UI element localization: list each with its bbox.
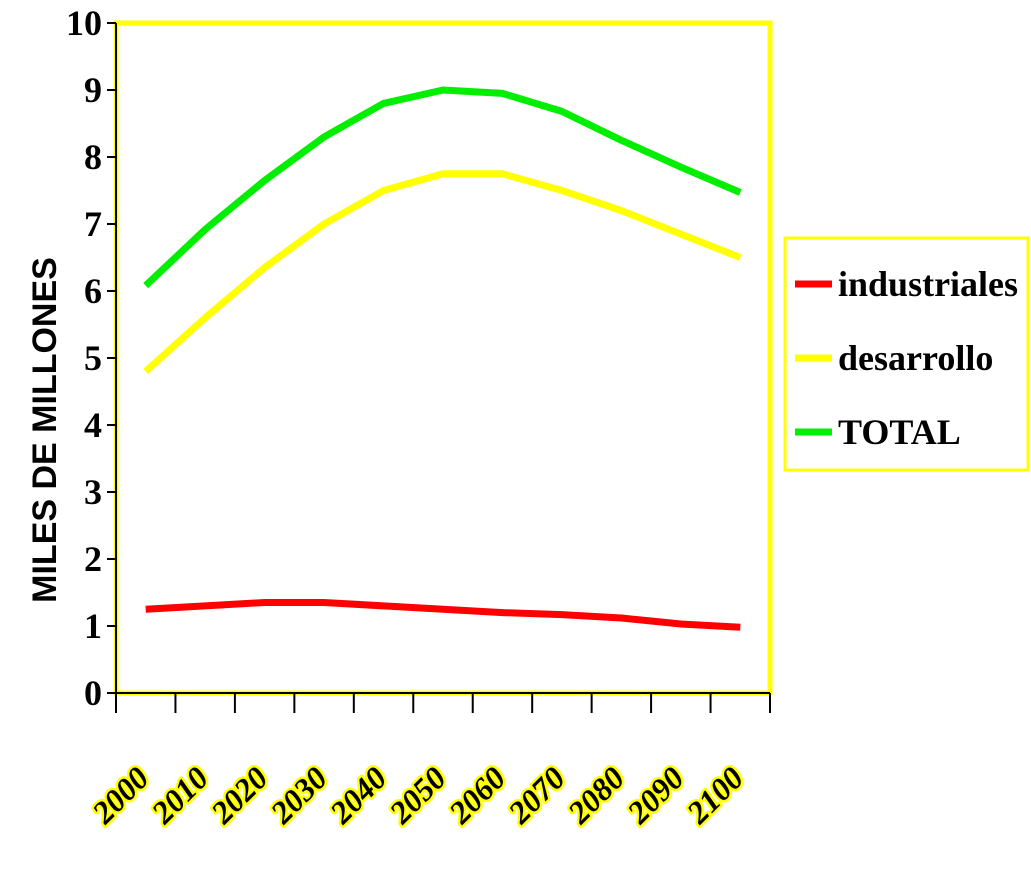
y-tick-label: 7 [84, 204, 102, 244]
y-tick-label: 1 [84, 606, 102, 646]
x-tick-label: 2010 [144, 759, 215, 830]
plot-border [113, 20, 773, 696]
y-tick-label: 4 [84, 405, 102, 445]
legend-label-industriales: industriales [838, 264, 1018, 304]
y-tick-label: 0 [84, 673, 102, 713]
x-axis: 2000201020202030204020502060207020802090… [82, 692, 771, 833]
y-tick-label: 2 [84, 539, 102, 579]
y-tick-label: 3 [84, 472, 102, 512]
x-tick-label: 2090 [619, 759, 690, 830]
y-tick-label: 8 [84, 137, 102, 177]
y-tick-label: 9 [84, 70, 102, 110]
legend-label-total: TOTAL [838, 412, 961, 452]
x-tick-label: 2100 [679, 759, 750, 830]
legend-label-desarrollo: desarrollo [838, 338, 993, 378]
x-tick-label: 2080 [560, 759, 631, 830]
x-tick-label: 2070 [500, 759, 571, 830]
y-tick-label: 6 [84, 271, 102, 311]
series-lines [143, 86, 742, 631]
series-line-desarrollo [143, 170, 742, 375]
series-line-total [143, 86, 742, 289]
x-tick-label: 2000 [84, 759, 155, 830]
y-axis: 0 1 2 3 4 5 6 7 8 9 10 [66, 3, 117, 713]
plot-area [113, 20, 773, 696]
y-axis-label: MILES DE MILLONES [26, 257, 64, 603]
x-tick-label: 2020 [203, 759, 274, 830]
x-tick-label: 2050 [382, 759, 453, 830]
legend: industriales desarrollo TOTAL [783, 236, 1030, 472]
x-tick-label: 2060 [441, 759, 512, 830]
y-tick-label: 5 [84, 338, 102, 378]
x-tick-label: 2030 [263, 759, 334, 830]
series-line-industriales [145, 599, 741, 631]
y-tick-label: 10 [66, 3, 102, 43]
x-tick-label: 2040 [322, 759, 393, 830]
